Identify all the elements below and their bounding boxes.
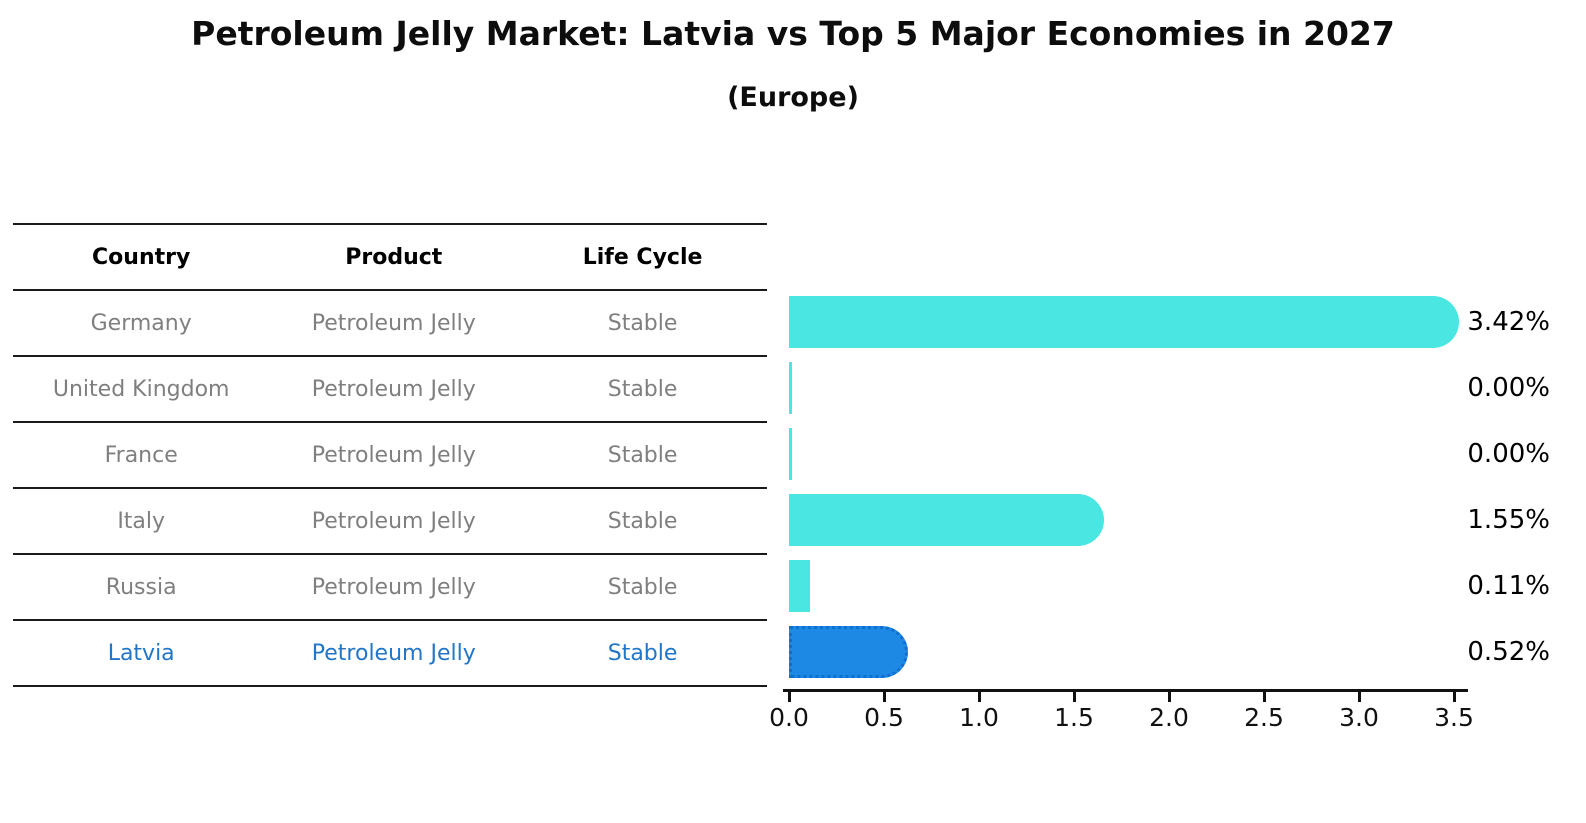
product-cell: Petroleum Jelly [311, 640, 476, 666]
x-axis-tick-mark [1263, 692, 1266, 702]
x-axis-tick-mark [1453, 692, 1456, 702]
x-axis-tick-mark [1168, 692, 1171, 702]
chart-title: Petroleum Jelly Market: Latvia vs Top 5 … [191, 14, 1395, 53]
column-header-lifecycle: Life Cycle [582, 244, 703, 270]
bar-value-label: 0.52% [1467, 637, 1550, 667]
bar-value-label: 0.11% [1467, 571, 1550, 601]
x-axis-tick-label: 1.5 [1054, 703, 1094, 732]
bar-row [789, 619, 1454, 685]
country-cell: Russia [105, 574, 177, 600]
bar-value-label: 0.00% [1467, 373, 1550, 403]
product-cell: Petroleum Jelly [311, 442, 476, 468]
x-axis-tick-label: 2.0 [1149, 703, 1189, 732]
country-cell: Latvia [107, 640, 175, 666]
x-axis-tick-label: 1.0 [959, 703, 999, 732]
bar-plot [789, 289, 1459, 685]
bar [789, 626, 908, 678]
country-cell: United Kingdom [52, 376, 230, 402]
bar [789, 428, 792, 480]
x-axis-tick-label: 3.5 [1434, 703, 1474, 732]
country-table: Country Product Life Cycle Germany Petro… [13, 223, 767, 687]
product-cell: Petroleum Jelly [311, 310, 476, 336]
x-axis-tick-mark [1358, 692, 1361, 702]
table-row: Latvia Petroleum Jelly Stable [13, 621, 767, 687]
bar-value-label: 3.42% [1467, 307, 1550, 337]
product-cell: Petroleum Jelly [311, 574, 476, 600]
lifecycle-cell: Stable [607, 376, 678, 402]
country-cell: Italy [117, 508, 166, 534]
country-cell: Germany [90, 310, 192, 336]
bar-row [789, 421, 1454, 487]
table-header-row: Country Product Life Cycle [13, 225, 767, 291]
x-axis-tick-label: 2.5 [1244, 703, 1284, 732]
lifecycle-cell: Stable [607, 442, 678, 468]
table-row: Germany Petroleum Jelly Stable [13, 291, 767, 357]
lifecycle-cell: Stable [607, 508, 678, 534]
x-axis-tick-label: 0.0 [769, 703, 809, 732]
table-row: United Kingdom Petroleum Jelly Stable [13, 357, 767, 423]
table-row: France Petroleum Jelly Stable [13, 423, 767, 489]
x-axis-tick-mark [1073, 692, 1076, 702]
bar-row [789, 355, 1454, 421]
bar [789, 494, 1104, 546]
x-axis-line [783, 689, 1468, 692]
bar [789, 362, 792, 414]
bar [789, 560, 810, 612]
product-cell: Petroleum Jelly [311, 508, 476, 534]
column-header-product: Product [345, 244, 443, 270]
bar-row [789, 487, 1454, 553]
x-axis-tick-mark [883, 692, 886, 702]
x-axis-tick-mark [978, 692, 981, 702]
bar-value-labels: 3.42% 0.00% 0.00% 1.55% 0.11% 0.52% [1456, 289, 1550, 685]
lifecycle-cell: Stable [607, 310, 678, 336]
bar [789, 296, 1459, 348]
chart-subtitle: (Europe) [727, 82, 859, 113]
table-row: Russia Petroleum Jelly Stable [13, 555, 767, 621]
bar-row [789, 553, 1454, 619]
bar-row [789, 289, 1459, 355]
bar-value-label: 0.00% [1467, 439, 1550, 469]
table-row: Italy Petroleum Jelly Stable [13, 489, 767, 555]
lifecycle-cell: Stable [607, 640, 678, 666]
product-cell: Petroleum Jelly [311, 376, 476, 402]
bar-value-label: 1.55% [1467, 505, 1550, 535]
column-header-country: Country [92, 244, 191, 270]
x-axis-tick-label: 0.5 [864, 703, 904, 732]
country-cell: France [104, 442, 178, 468]
x-axis-tick-mark [788, 692, 791, 702]
x-axis-tick-label: 3.0 [1339, 703, 1379, 732]
table-body: Germany Petroleum Jelly Stable United Ki… [13, 291, 767, 687]
lifecycle-cell: Stable [607, 574, 678, 600]
